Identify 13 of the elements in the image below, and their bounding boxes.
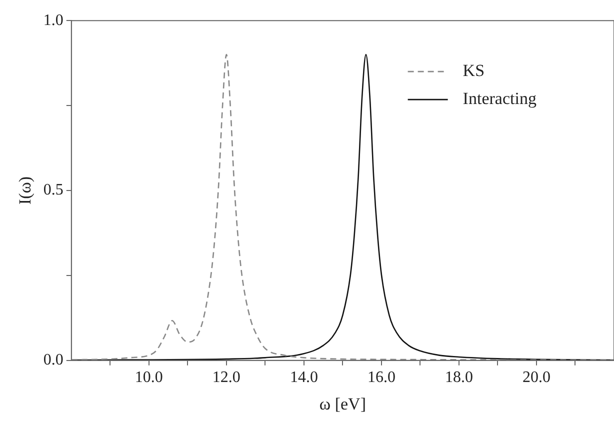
x-tick-label: 18.0: [444, 369, 473, 386]
x-tick-label: 12.0: [212, 369, 240, 386]
x-axis-title: ω [eV]: [319, 394, 366, 414]
x-tick-label: 10.0: [134, 369, 163, 386]
legend-label: KS: [462, 61, 485, 80]
x-tick-label: 14.0: [290, 369, 318, 386]
legend-label: Interacting: [462, 89, 537, 108]
y-axis-title: I(ω): [16, 176, 35, 205]
y-tick-label: 0.5: [43, 182, 64, 199]
y-tick-label: 1.0: [43, 12, 64, 29]
y-tick-label: 0.0: [43, 352, 64, 369]
x-tick-label: 16.0: [367, 369, 396, 386]
x-tick-label: 20.0: [522, 369, 550, 386]
